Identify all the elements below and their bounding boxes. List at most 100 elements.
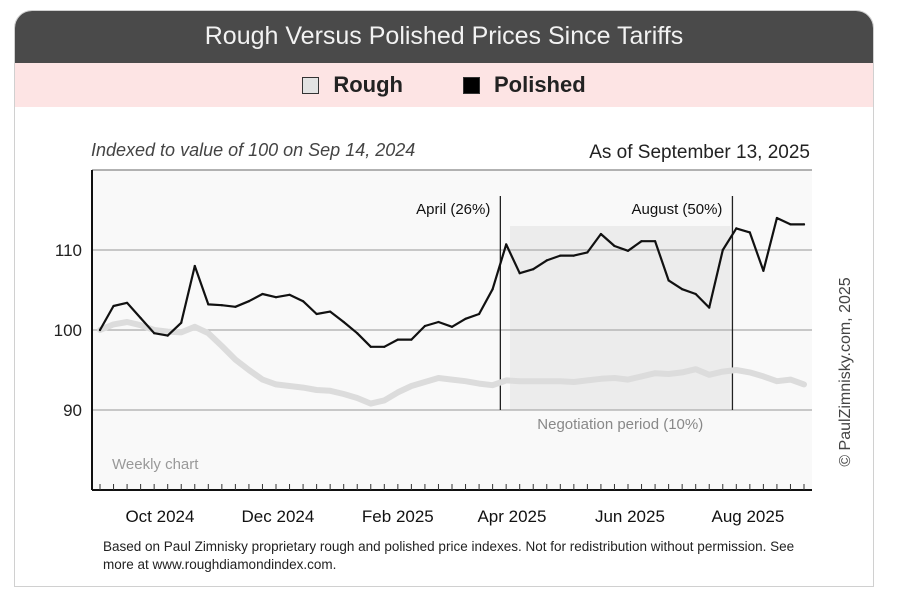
data-point-polished (410, 338, 413, 341)
x-tick-label: Feb 2025 (362, 507, 434, 526)
data-point-rough (124, 319, 130, 325)
data-point-rough (774, 378, 780, 384)
data-point-polished (667, 279, 670, 282)
data-point-polished (315, 312, 318, 316)
data-point-rough (354, 395, 360, 401)
data-point-rough (639, 373, 645, 379)
data-point-polished (532, 268, 535, 271)
legend-swatch-polished (462, 76, 480, 94)
data-point-rough (111, 321, 117, 327)
data-point-polished (653, 240, 657, 243)
data-point-polished (599, 232, 603, 236)
data-point-rough (300, 385, 306, 391)
data-point-polished (789, 223, 792, 226)
data-point-polished (274, 296, 278, 299)
data-point-polished (125, 301, 129, 304)
data-point-rough (517, 378, 523, 384)
legend-label-rough: Rough (333, 72, 403, 97)
data-point-polished (491, 288, 494, 291)
data-point-rough (544, 378, 550, 384)
data-point-polished (369, 345, 372, 348)
data-point-polished (559, 254, 562, 257)
data-point-rough (314, 387, 320, 393)
data-point-rough (733, 367, 739, 373)
data-point-polished (735, 227, 738, 230)
data-point-polished (721, 248, 724, 252)
data-point-rough (706, 372, 712, 378)
data-point-rough (273, 381, 279, 387)
data-point-polished (437, 320, 440, 324)
data-point-rough (720, 369, 726, 375)
legend: Rough Polished (15, 63, 873, 107)
band-label: Negotiation period (10%) (537, 416, 703, 433)
data-point-rough (138, 322, 144, 328)
data-point-polished (220, 304, 223, 307)
data-point-rough (205, 330, 211, 336)
data-point-polished (193, 264, 196, 268)
data-point-rough (760, 373, 766, 379)
data-point-polished (180, 321, 183, 324)
data-point-polished (518, 272, 521, 275)
data-point-rough (787, 377, 793, 383)
data-point-polished (681, 288, 684, 291)
data-point-rough (571, 379, 577, 385)
data-point-rough (801, 381, 807, 387)
x-tick-label: Apr 2025 (477, 507, 546, 526)
data-point-polished (261, 292, 264, 296)
data-point-rough (666, 371, 672, 377)
data-point-polished (301, 300, 305, 303)
data-point-rough (192, 324, 198, 330)
data-point-rough (747, 369, 753, 375)
data-point-polished (166, 334, 169, 337)
data-point-rough (652, 370, 658, 376)
data-point-rough (490, 382, 496, 388)
data-point-rough (327, 388, 333, 394)
data-point-polished (396, 338, 399, 341)
data-point-polished (505, 243, 508, 246)
data-point-rough (503, 377, 509, 383)
data-point-polished (640, 240, 643, 243)
legend-item-polished: Polished (462, 72, 586, 98)
data-point-polished (98, 328, 102, 332)
subtitle-right: As of September 13, 2025 (589, 142, 810, 163)
y-tick-label: 90 (63, 401, 82, 420)
chart-title: Rough Versus Polished Prices Since Tarif… (15, 11, 873, 63)
data-point-polished (450, 325, 454, 328)
x-tick-label: Aug 2025 (712, 507, 785, 526)
data-point-polished (586, 251, 589, 254)
data-point-rough (341, 391, 347, 397)
data-point-polished (694, 292, 697, 296)
data-point-polished (234, 305, 237, 308)
data-point-polished (112, 304, 115, 308)
data-point-polished (802, 223, 806, 226)
data-point-rough (625, 377, 631, 383)
data-point-rough (584, 377, 590, 383)
watermark: © PaulZimnisky.com, 2025 (837, 277, 854, 466)
data-point-polished (356, 332, 359, 335)
data-point-polished (247, 300, 251, 303)
data-point-rough (219, 343, 225, 349)
data-point-polished (762, 269, 765, 272)
x-tick-label: Oct 2024 (125, 507, 194, 526)
data-point-polished (329, 310, 332, 313)
data-point-rough (246, 367, 252, 373)
legend-label-polished: Polished (493, 72, 586, 97)
data-point-polished (545, 259, 548, 262)
data-point-rough (368, 401, 374, 407)
data-point-polished (342, 320, 345, 324)
data-point-rough (679, 369, 685, 375)
data-point-rough (557, 378, 563, 384)
subtitle-left: Indexed to value of 100 on Sep 14, 2024 (91, 140, 415, 160)
legend-item-rough: Rough (302, 72, 403, 98)
data-point-polished (153, 332, 156, 335)
data-point-polished (464, 317, 467, 320)
data-point-polished (477, 312, 481, 316)
data-point-rough (476, 381, 482, 387)
data-point-rough (611, 375, 617, 381)
data-point-rough (381, 397, 387, 403)
data-point-polished (207, 303, 210, 306)
data-point-polished (572, 254, 575, 257)
data-point-polished (708, 306, 711, 309)
footnote: Based on Paul Zimnisky proprietary rough… (103, 539, 795, 572)
